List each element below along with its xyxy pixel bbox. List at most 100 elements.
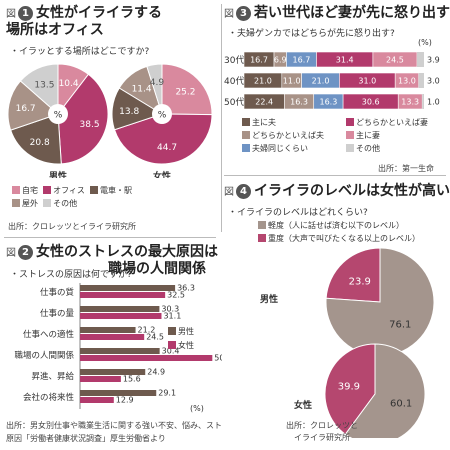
fig1-question: ・イラッとする場所はどこですか? bbox=[10, 47, 150, 57]
fig4-legend-label-mild: 軽度（人に話せば済む以下のレベル） bbox=[268, 221, 404, 230]
fig1-pie1-label-3: 11.4 bbox=[132, 85, 152, 95]
fig2-value-0-1: 32.5 bbox=[167, 291, 185, 300]
fig1-pie0-label-0: 10.4 bbox=[59, 79, 79, 89]
fig4-pie1-slice-0 bbox=[324, 343, 376, 435]
fig3-bar-0-5 bbox=[416, 52, 424, 67]
fig3-legend-swatch-1 bbox=[242, 131, 250, 139]
fig2-question: ・ストレスの原因は何ですか? bbox=[10, 270, 132, 280]
fig2-number: 2 bbox=[18, 245, 33, 260]
fig1-pie1-slice-1 bbox=[113, 113, 213, 165]
fig2-bar-1-1 bbox=[80, 313, 162, 319]
fig3-legend-item-1: どちらかといえば夫 bbox=[242, 130, 324, 141]
fig1-legend-item-home: 自宅 bbox=[12, 186, 38, 195]
fig3-legend-label-5: その他 bbox=[356, 144, 380, 153]
fig1-pie0-slice-3 bbox=[7, 80, 59, 131]
fig3-legend-label-1: どちらかといえば夫 bbox=[252, 131, 324, 140]
fig4-title-text: イライラのレベルは女性が高い bbox=[254, 183, 450, 199]
fig3-legend-item-3: どちらかといえば妻 bbox=[346, 117, 428, 128]
fig3-legend-swatch-4 bbox=[346, 131, 354, 139]
fig1-pie0-label-2: 20.8 bbox=[30, 138, 50, 148]
fig2-unit: (%) bbox=[190, 404, 204, 413]
fig2-bars: 仕事の質 36.332.5 仕事の量 30.331.1 仕事への適性 21.224.5 職場… bbox=[14, 283, 222, 409]
fig4-source-line2: イライラ研究所 bbox=[294, 433, 350, 442]
fig1-title-line1: 女性がイライラする bbox=[36, 5, 162, 21]
fig2-category-1: 仕事の量 bbox=[40, 308, 75, 319]
fig2-legend-item-female: 女性 bbox=[168, 340, 194, 351]
fig3-legend-label-2: 夫婦同じくらい bbox=[252, 144, 308, 153]
fig4-pie0-name: 男性 bbox=[260, 293, 278, 305]
fig1-pie0-slice-1 bbox=[57, 73, 109, 165]
fig3-bar-1-5 bbox=[418, 73, 424, 88]
fig1-prefix: 図 bbox=[6, 9, 16, 20]
fig2-bar-0-0 bbox=[80, 285, 176, 291]
fig3-unit: (%) bbox=[418, 38, 432, 47]
fig3-category-1: 40代 bbox=[224, 76, 244, 87]
fig3-legend-label-3: どちらかといえば妻 bbox=[356, 118, 428, 127]
fig2-category-0: 仕事の質 bbox=[40, 287, 75, 298]
fig1-pie1-center: % bbox=[158, 111, 167, 121]
fig3-value-1-2: 21.0 bbox=[312, 77, 330, 86]
fig1-pie0-label-1: 38.5 bbox=[80, 120, 100, 130]
fig3-value-2-1: 16.3 bbox=[290, 98, 308, 107]
fig1-pie0-center: % bbox=[54, 111, 63, 121]
fig3-source: 出所：第一生命 bbox=[378, 164, 434, 173]
fig1-panel: 図 1 女性がイライラする 場所はオフィス ・イラッとする場所はどこですか? 10.… bbox=[0, 0, 220, 236]
fig4-legend: 軽度（人に話せば済む以下のレベル） 重度（大声で叫びたくなる以上のレベル） bbox=[258, 220, 420, 244]
fig4-pie0-slice-0 bbox=[325, 248, 381, 303]
fig4-pie1-name: 女性 bbox=[294, 399, 312, 411]
fig1-pie1-label-2: 13.8 bbox=[119, 107, 139, 117]
fig2-value-5-0: 29.1 bbox=[158, 389, 176, 398]
fig3-legend-swatch-5 bbox=[346, 144, 354, 152]
fig1-pie0-name: 男性 bbox=[49, 170, 67, 178]
fig1-pie0-label-3: 16.7 bbox=[16, 104, 36, 114]
fig3-panel: 図 3 若い世代ほど妻が先に怒り出す ・夫婦ゲンカではどちらが先に怒り出す? (%)… bbox=[222, 0, 450, 175]
fig3-legend-item-0: 主に夫 bbox=[242, 117, 276, 128]
fig2-legend-label-male: 男性 bbox=[178, 327, 194, 336]
fig1-pies: 10.4 38.5 20.8 16.7 13.5% 男性 25.2 44.7 13.8 11.44… bbox=[7, 63, 213, 178]
fig1-legend-label-outdoor: 屋外 bbox=[22, 199, 38, 208]
fig2-title-line2: 職場の人間関係 bbox=[108, 261, 206, 277]
fig2-value-1-0: 30.3 bbox=[161, 305, 179, 314]
fig3-title: 図 3 若い世代ほど妻が先に怒り出す bbox=[224, 5, 450, 23]
fig4-pie1-label-0: 39.9 bbox=[338, 381, 360, 392]
fig2-legend-item-male: 男性 bbox=[168, 326, 194, 337]
fig4-legend-label-severe: 重度（大声で叫びたくなる以上のレベル） bbox=[268, 234, 420, 243]
fig3-value-1-1: 11.0 bbox=[283, 77, 301, 86]
fig1-pie1-hole bbox=[152, 104, 172, 124]
fig1-title-line2: 場所はオフィス bbox=[6, 22, 104, 38]
fig1-pie1-slice-4 bbox=[146, 63, 163, 115]
fig2-source-line1: 出所：男女別仕事や職業生活に関する強い不安、悩み、ストレスの bbox=[6, 421, 222, 430]
fig3-legend-swatch-3 bbox=[346, 118, 354, 126]
fig2-value-4-1: 15.6 bbox=[123, 375, 141, 384]
fig4-legend-swatch-severe bbox=[258, 234, 266, 242]
fig4-pie1-slice-1 bbox=[344, 343, 426, 438]
fig1-pie1-label-1: 44.7 bbox=[157, 143, 177, 153]
fig1-legend-item-train: 電車・駅 bbox=[90, 186, 132, 195]
horizontal-divider-right bbox=[224, 175, 446, 176]
fig3-legend-label-4: 主に妻 bbox=[356, 131, 380, 140]
fig4-title: 図 4 イライラのレベルは女性が高い bbox=[224, 183, 450, 201]
fig3-legend-item-2: 夫婦同じくらい bbox=[242, 143, 308, 154]
fig1-pie1-slice-0 bbox=[161, 63, 213, 116]
fig2-legend-swatch-male bbox=[168, 327, 176, 335]
fig3-bar-2-5 bbox=[422, 94, 424, 109]
fig1-pie0-hole bbox=[48, 104, 68, 124]
fig4-legend-swatch-mild bbox=[258, 221, 266, 229]
fig3-title-text: 若い世代ほど妻が先に怒り出す bbox=[254, 5, 450, 21]
fig1-pie1-label-0: 25.2 bbox=[175, 87, 195, 97]
fig2-bar-5-0 bbox=[80, 390, 157, 396]
fig2-bar-5-1 bbox=[80, 397, 114, 403]
fig2-prefix: 図 bbox=[6, 248, 16, 259]
fig2-bar-3-0 bbox=[80, 348, 160, 354]
fig1-legend-row2: 屋外 その他 bbox=[12, 198, 77, 209]
fig2-value-2-1: 24.5 bbox=[146, 333, 164, 342]
vertical-divider bbox=[221, 4, 222, 232]
fig2-bar-0-1 bbox=[80, 292, 166, 298]
fig2-title-line1: 女性のストレスの最大原因は bbox=[36, 244, 218, 260]
fig3-prefix: 図 bbox=[224, 9, 234, 20]
fig3-value-0-3: 31.4 bbox=[336, 56, 354, 65]
fig2-bar-3-1 bbox=[80, 355, 213, 361]
fig2-category-2: 仕事への適性 bbox=[23, 329, 75, 340]
fig4-pie1-label-1: 60.1 bbox=[390, 399, 412, 410]
fig2-value-1-1: 31.1 bbox=[163, 312, 181, 321]
